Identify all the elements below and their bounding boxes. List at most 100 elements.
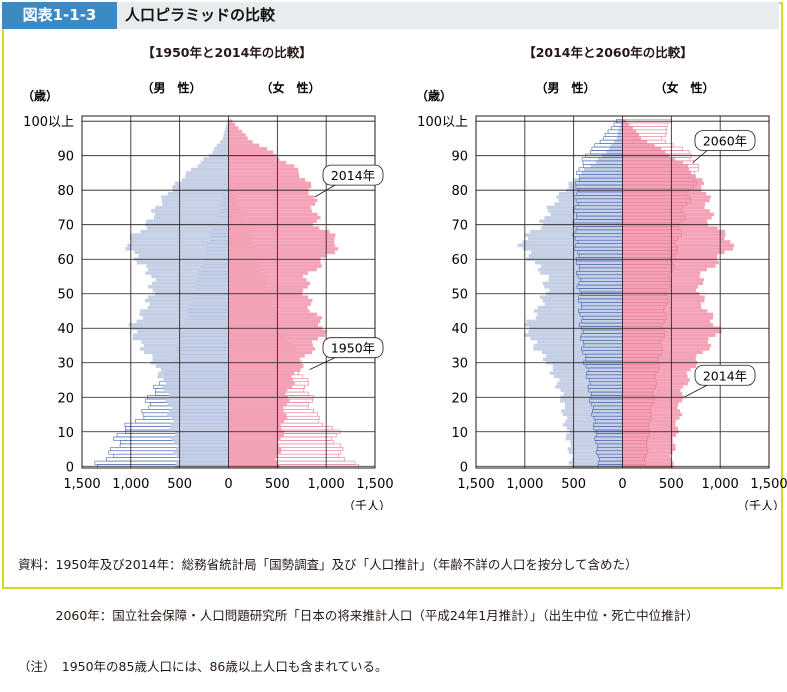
bar-male-2014年 (174, 440, 229, 443)
note-remark: （注） 1950年の85歳人口には、86歳以上人口も含まれている。 (18, 658, 699, 675)
bar-male-2014年 (523, 247, 623, 250)
bar-male-2014年 (606, 151, 622, 154)
bar-male-2014年 (545, 302, 623, 305)
bar-female-2014年 (229, 126, 239, 129)
bar-female-2014年 (229, 437, 281, 440)
bar-male-2014年 (529, 254, 623, 257)
bar-male-2014年 (178, 444, 229, 447)
bar-female-2014年 (229, 182, 312, 185)
bar-female-2014年 (229, 213, 318, 216)
bar-female-2014年 (623, 151, 666, 154)
bar-male-2014年 (217, 144, 229, 147)
bar-female-2014年 (229, 233, 336, 236)
bar-male-2014年 (549, 278, 623, 281)
bar-male-2014年 (143, 316, 229, 319)
bar-male-2014年 (144, 344, 229, 347)
bar-female-2014年 (623, 447, 676, 450)
bar-male-2014年 (137, 320, 229, 323)
age-tick-label: 50 (451, 288, 468, 303)
bar-male-2014年 (620, 126, 623, 129)
bar-female-2014年 (229, 320, 321, 323)
bar-female-2014年 (229, 358, 300, 361)
bar-female-2014年 (623, 299, 705, 302)
bar-female-2014年 (623, 316, 714, 319)
bar-male-2014年 (140, 309, 229, 312)
bar-male-2014年 (559, 199, 623, 202)
bar-male-2014年 (174, 451, 229, 454)
age-tick-label: 80 (451, 184, 468, 199)
bar-male-2014年 (569, 451, 623, 454)
bar-female-2014年 (229, 195, 314, 198)
bar-female-2014年 (229, 368, 300, 371)
bar-male-2014年 (214, 147, 228, 150)
bar-female-2014年 (623, 133, 640, 136)
bar-male-2014年 (567, 427, 623, 430)
bar-female-2014年 (623, 320, 711, 323)
bar-female-2014年 (623, 344, 711, 347)
figure-header: 図表1-1-3 人口ピラミッドの比較 (2, 2, 779, 29)
bar-male-2014年 (148, 306, 229, 309)
bar-male-2014年 (563, 413, 623, 416)
callout-pointer (684, 385, 707, 397)
bar-female-2014年 (623, 285, 699, 288)
bar-female-2014年 (623, 402, 679, 405)
bar-male-2014年 (572, 458, 623, 461)
bar-female-2014年 (229, 171, 299, 174)
bar-male-2014年 (172, 406, 228, 409)
bar-male-2014年 (170, 423, 228, 426)
age-tick-label: 0 (460, 460, 468, 475)
bar-female-2014年 (623, 140, 648, 143)
bar-male-2014年 (553, 364, 623, 367)
bar-female-2014年 (229, 185, 312, 188)
callout-label: 1950年 (331, 341, 375, 356)
bar-male-2014年 (167, 413, 228, 416)
bar-female-2014年 (623, 406, 678, 409)
bar-female-2014年 (229, 275, 303, 278)
bar-male-2014年 (161, 368, 229, 371)
bar-female-2014年 (623, 289, 697, 292)
bar-male-2014年 (571, 444, 622, 447)
callout-pointer (310, 358, 335, 370)
bar-female-2014年 (229, 420, 285, 423)
bar-female-2014年 (623, 351, 703, 354)
bar-male-2014年 (147, 226, 229, 229)
bar-male-2014年 (546, 354, 622, 357)
x-tick-label: 1,000 (112, 477, 149, 492)
bar-female-2014年 (623, 309, 708, 312)
bar-male-2014年 (556, 195, 622, 198)
bar-female-2014年 (623, 323, 713, 326)
x-tick-label: 500 (265, 477, 290, 492)
male-label: （男 性） (535, 80, 595, 95)
bar-male-2014年 (162, 202, 228, 205)
bar-female-2014年 (623, 237, 725, 240)
bar-female-2014年 (623, 461, 674, 464)
x-tick-label: 1,000 (506, 477, 543, 492)
bar-female-2014年 (623, 164, 689, 167)
bar-male-2014年 (582, 171, 623, 174)
bar-male-2014年 (570, 440, 622, 443)
bar-female-2014年 (623, 175, 697, 178)
bar-female-2014年 (623, 437, 673, 440)
bar-female-2014年 (229, 147, 268, 150)
age-tick-label: 40 (451, 322, 468, 337)
figure-number-badge: 図表1-1-3 (2, 2, 117, 29)
bar-female-2014年 (229, 347, 316, 350)
bar-male-2014年 (155, 213, 229, 216)
bar-female-2014年 (623, 271, 701, 274)
bar-male-2014年 (146, 264, 228, 267)
bar-female-2014年 (623, 333, 716, 336)
bar-male-2014年 (162, 385, 228, 388)
age-tick-label: 30 (451, 357, 468, 372)
bar-male-2014年 (526, 320, 622, 323)
bar-male-2014年 (172, 185, 228, 188)
bar-female-2014年 (229, 344, 313, 347)
bar-male-2014年 (224, 130, 228, 133)
bar-male-2014年 (580, 175, 622, 178)
chart-right-title: 【2014年と2060年の比較】 (478, 42, 738, 61)
bar-male-2014年 (133, 333, 228, 336)
bar-male-2014年 (151, 209, 228, 212)
x-tick-label: 1,500 (63, 477, 100, 492)
bar-male-2014年 (538, 268, 622, 271)
bar-female-2014年 (623, 375, 688, 378)
